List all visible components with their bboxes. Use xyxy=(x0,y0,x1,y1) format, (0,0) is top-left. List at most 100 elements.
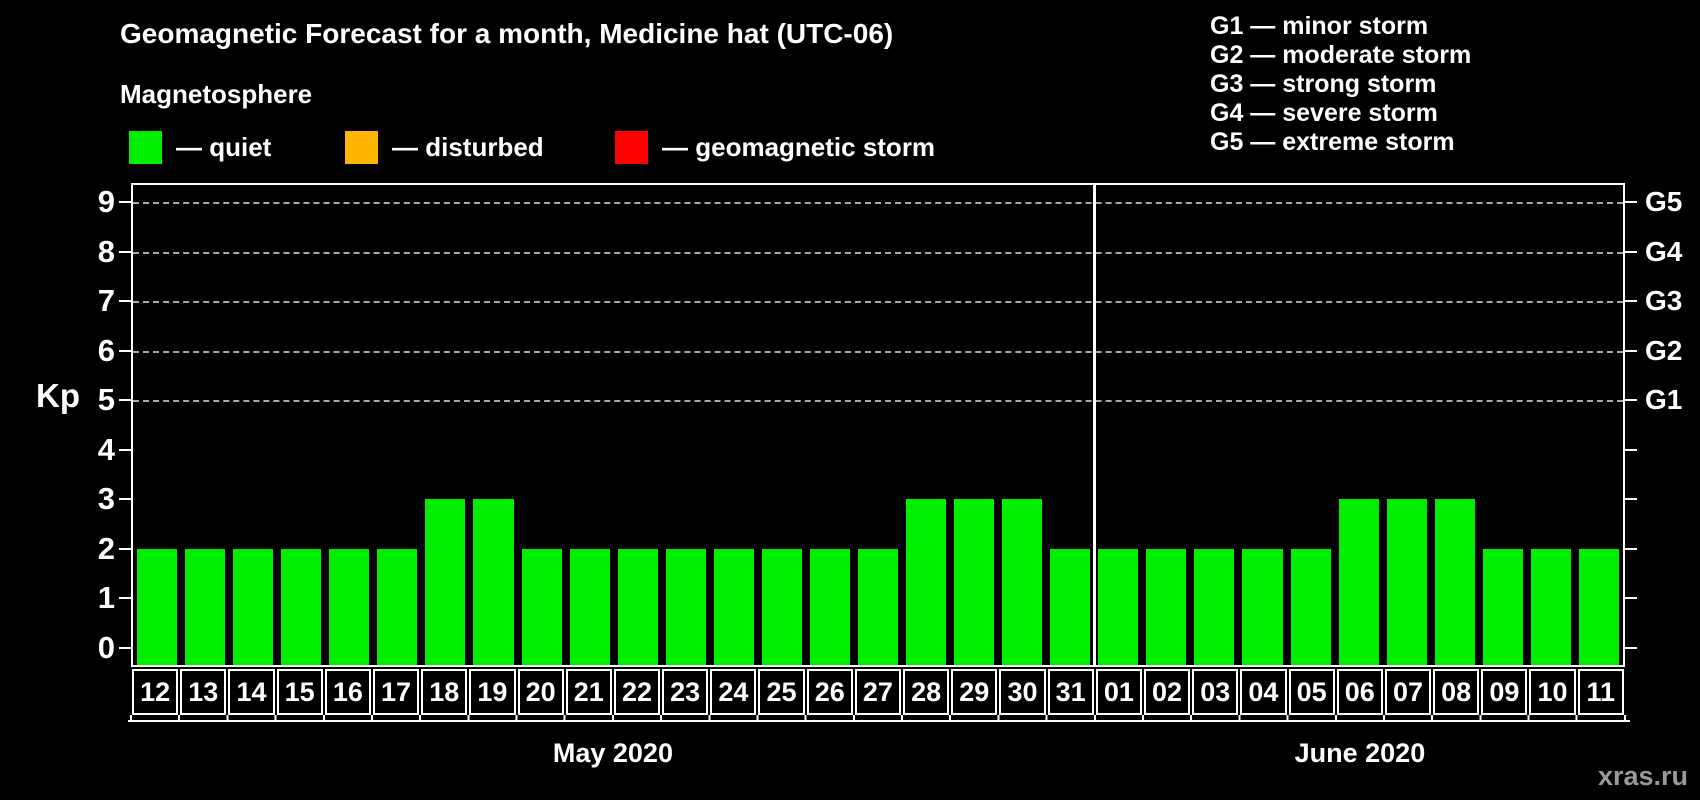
x-axis-ticks xyxy=(130,715,1628,720)
y-axis-tick-right xyxy=(1625,250,1637,253)
y-tick-label-4: 4 xyxy=(97,431,115,467)
y-axis-tick-left xyxy=(119,250,131,253)
disturbed-color-swatch xyxy=(345,131,378,164)
date-cell-19: 19 xyxy=(469,669,516,715)
date-cell-26: 26 xyxy=(806,669,853,715)
kp-bar-day-31 xyxy=(1050,548,1091,665)
g-axis-label-g1: G1 xyxy=(1645,384,1683,416)
g-axis-label-g2: G2 xyxy=(1645,334,1683,366)
month-label-june: June 2020 xyxy=(1294,738,1426,768)
gridline-kp9 xyxy=(133,201,1623,204)
date-cell-10: 10 xyxy=(1529,669,1576,715)
y-axis-tick-right xyxy=(1625,300,1637,303)
date-cell-03: 03 xyxy=(1192,669,1239,715)
gridline-kp6 xyxy=(133,350,1623,353)
legend-item-disturbed: — disturbed xyxy=(345,131,544,164)
y-tick-label-9: 9 xyxy=(97,183,115,219)
date-cell-06: 06 xyxy=(1336,669,1383,715)
g-legend-line-g5: G5 — extreme storm xyxy=(1210,128,1455,156)
date-cell-04: 04 xyxy=(1240,669,1287,715)
watermark: xras.ru xyxy=(1597,761,1688,791)
gridline-kp5 xyxy=(133,400,1623,403)
y-tick-label-5: 5 xyxy=(97,382,115,418)
g-legend-line-g2: G2 — moderate storm xyxy=(1210,41,1472,69)
date-cell-23: 23 xyxy=(662,669,709,715)
y-axis-tick-left xyxy=(119,498,131,501)
kp-bar-day-04 xyxy=(1242,548,1283,665)
y-axis-title: Kp xyxy=(36,377,80,414)
date-cell-24: 24 xyxy=(710,669,757,715)
date-cell-12: 12 xyxy=(132,669,179,715)
kp-bar-day-23 xyxy=(665,548,706,665)
kp-bar-day-27 xyxy=(857,548,899,665)
storm-color-swatch xyxy=(615,131,648,164)
date-cell-30: 30 xyxy=(999,669,1046,715)
kp-bar-day-18 xyxy=(425,499,466,665)
y-axis-tick-right xyxy=(1625,597,1637,600)
month-separator xyxy=(1092,185,1096,665)
month-label-may: May 2020 xyxy=(552,738,673,768)
y-axis-tick-right xyxy=(1625,647,1637,649)
kp-bar-day-22 xyxy=(617,548,658,665)
g-legend-line-g4: G4 — severe storm xyxy=(1210,99,1438,127)
y-tick-label-0: 0 xyxy=(97,630,115,665)
legend-item-storm: — geomagnetic storm xyxy=(615,131,935,164)
y-axis-tick-left xyxy=(119,448,131,451)
y-axis-tick-left xyxy=(119,349,131,352)
y-axis-tick-left xyxy=(119,647,131,649)
magnetosphere-label: Magnetosphere xyxy=(120,79,313,109)
page-title: Geomagnetic Forecast for a month, Medici… xyxy=(120,18,894,49)
kp-bar-day-01 xyxy=(1098,548,1139,665)
date-cell-15: 15 xyxy=(276,669,323,715)
kp-bar-day-29 xyxy=(954,499,995,665)
y-axis-tick-right xyxy=(1625,547,1637,550)
kp-bar-day-12 xyxy=(137,548,178,665)
kp-bar-day-03 xyxy=(1194,548,1235,665)
kp-bar-day-17 xyxy=(377,548,418,665)
y-tick-label-3: 3 xyxy=(97,481,115,517)
y-axis-tick-right xyxy=(1625,200,1637,203)
date-cell-28: 28 xyxy=(903,669,950,715)
y-tick-label-6: 6 xyxy=(97,332,115,368)
y-axis-tick-left xyxy=(119,547,131,550)
y-axis-tick-right xyxy=(1625,498,1637,501)
date-cell-05: 05 xyxy=(1288,669,1335,715)
date-cell-22: 22 xyxy=(613,669,661,715)
kp-bar-day-30 xyxy=(1002,499,1043,665)
legend-label: — disturbed xyxy=(392,132,544,162)
g-axis-label-g3: G3 xyxy=(1645,285,1683,317)
kp-bar-day-25 xyxy=(761,548,802,665)
date-cell-29: 29 xyxy=(951,669,998,715)
kp-bar-day-06 xyxy=(1338,499,1379,665)
g-axis-label-g4: G4 xyxy=(1645,235,1683,267)
legend-label: — geomagnetic storm xyxy=(662,132,936,162)
date-cell-09: 09 xyxy=(1481,669,1528,715)
date-cell-14: 14 xyxy=(228,669,275,715)
kp-bar-day-19 xyxy=(473,499,514,665)
y-axis-tick-right xyxy=(1625,399,1637,402)
y-axis-tick-left xyxy=(119,597,131,600)
date-cell-07: 07 xyxy=(1384,669,1432,715)
y-tick-label-8: 8 xyxy=(97,233,115,269)
quiet-color-swatch xyxy=(129,131,162,164)
y-axis-tick-left xyxy=(119,200,131,203)
kp-bar-day-21 xyxy=(569,548,610,665)
date-cell-27: 27 xyxy=(854,669,901,715)
gridline-kp8 xyxy=(133,251,1623,254)
kp-bar-day-07 xyxy=(1386,499,1427,665)
y-axis-tick-right xyxy=(1625,349,1637,352)
g-legend-line-g1: G1 — minor storm xyxy=(1210,12,1429,40)
x-axis-baseline xyxy=(128,720,1630,722)
date-cell-25: 25 xyxy=(758,669,805,715)
date-cell-31: 31 xyxy=(1047,669,1094,715)
y-axis-tick-right xyxy=(1625,448,1637,451)
kp-bar-day-24 xyxy=(713,548,754,665)
x-axis-date-row: 12 13 14 15 16 17 18 19 20 21 22 23 24 25 26 27 28 29 30 31… xyxy=(131,669,1625,715)
y-axis-tick-left xyxy=(119,300,131,303)
kp-bar-day-02 xyxy=(1146,548,1187,665)
kp-bar-day-09 xyxy=(1482,548,1523,665)
y-tick-label-1: 1 xyxy=(97,580,115,616)
kp-bar-day-10 xyxy=(1530,548,1571,665)
kp-bar-day-20 xyxy=(521,548,562,665)
